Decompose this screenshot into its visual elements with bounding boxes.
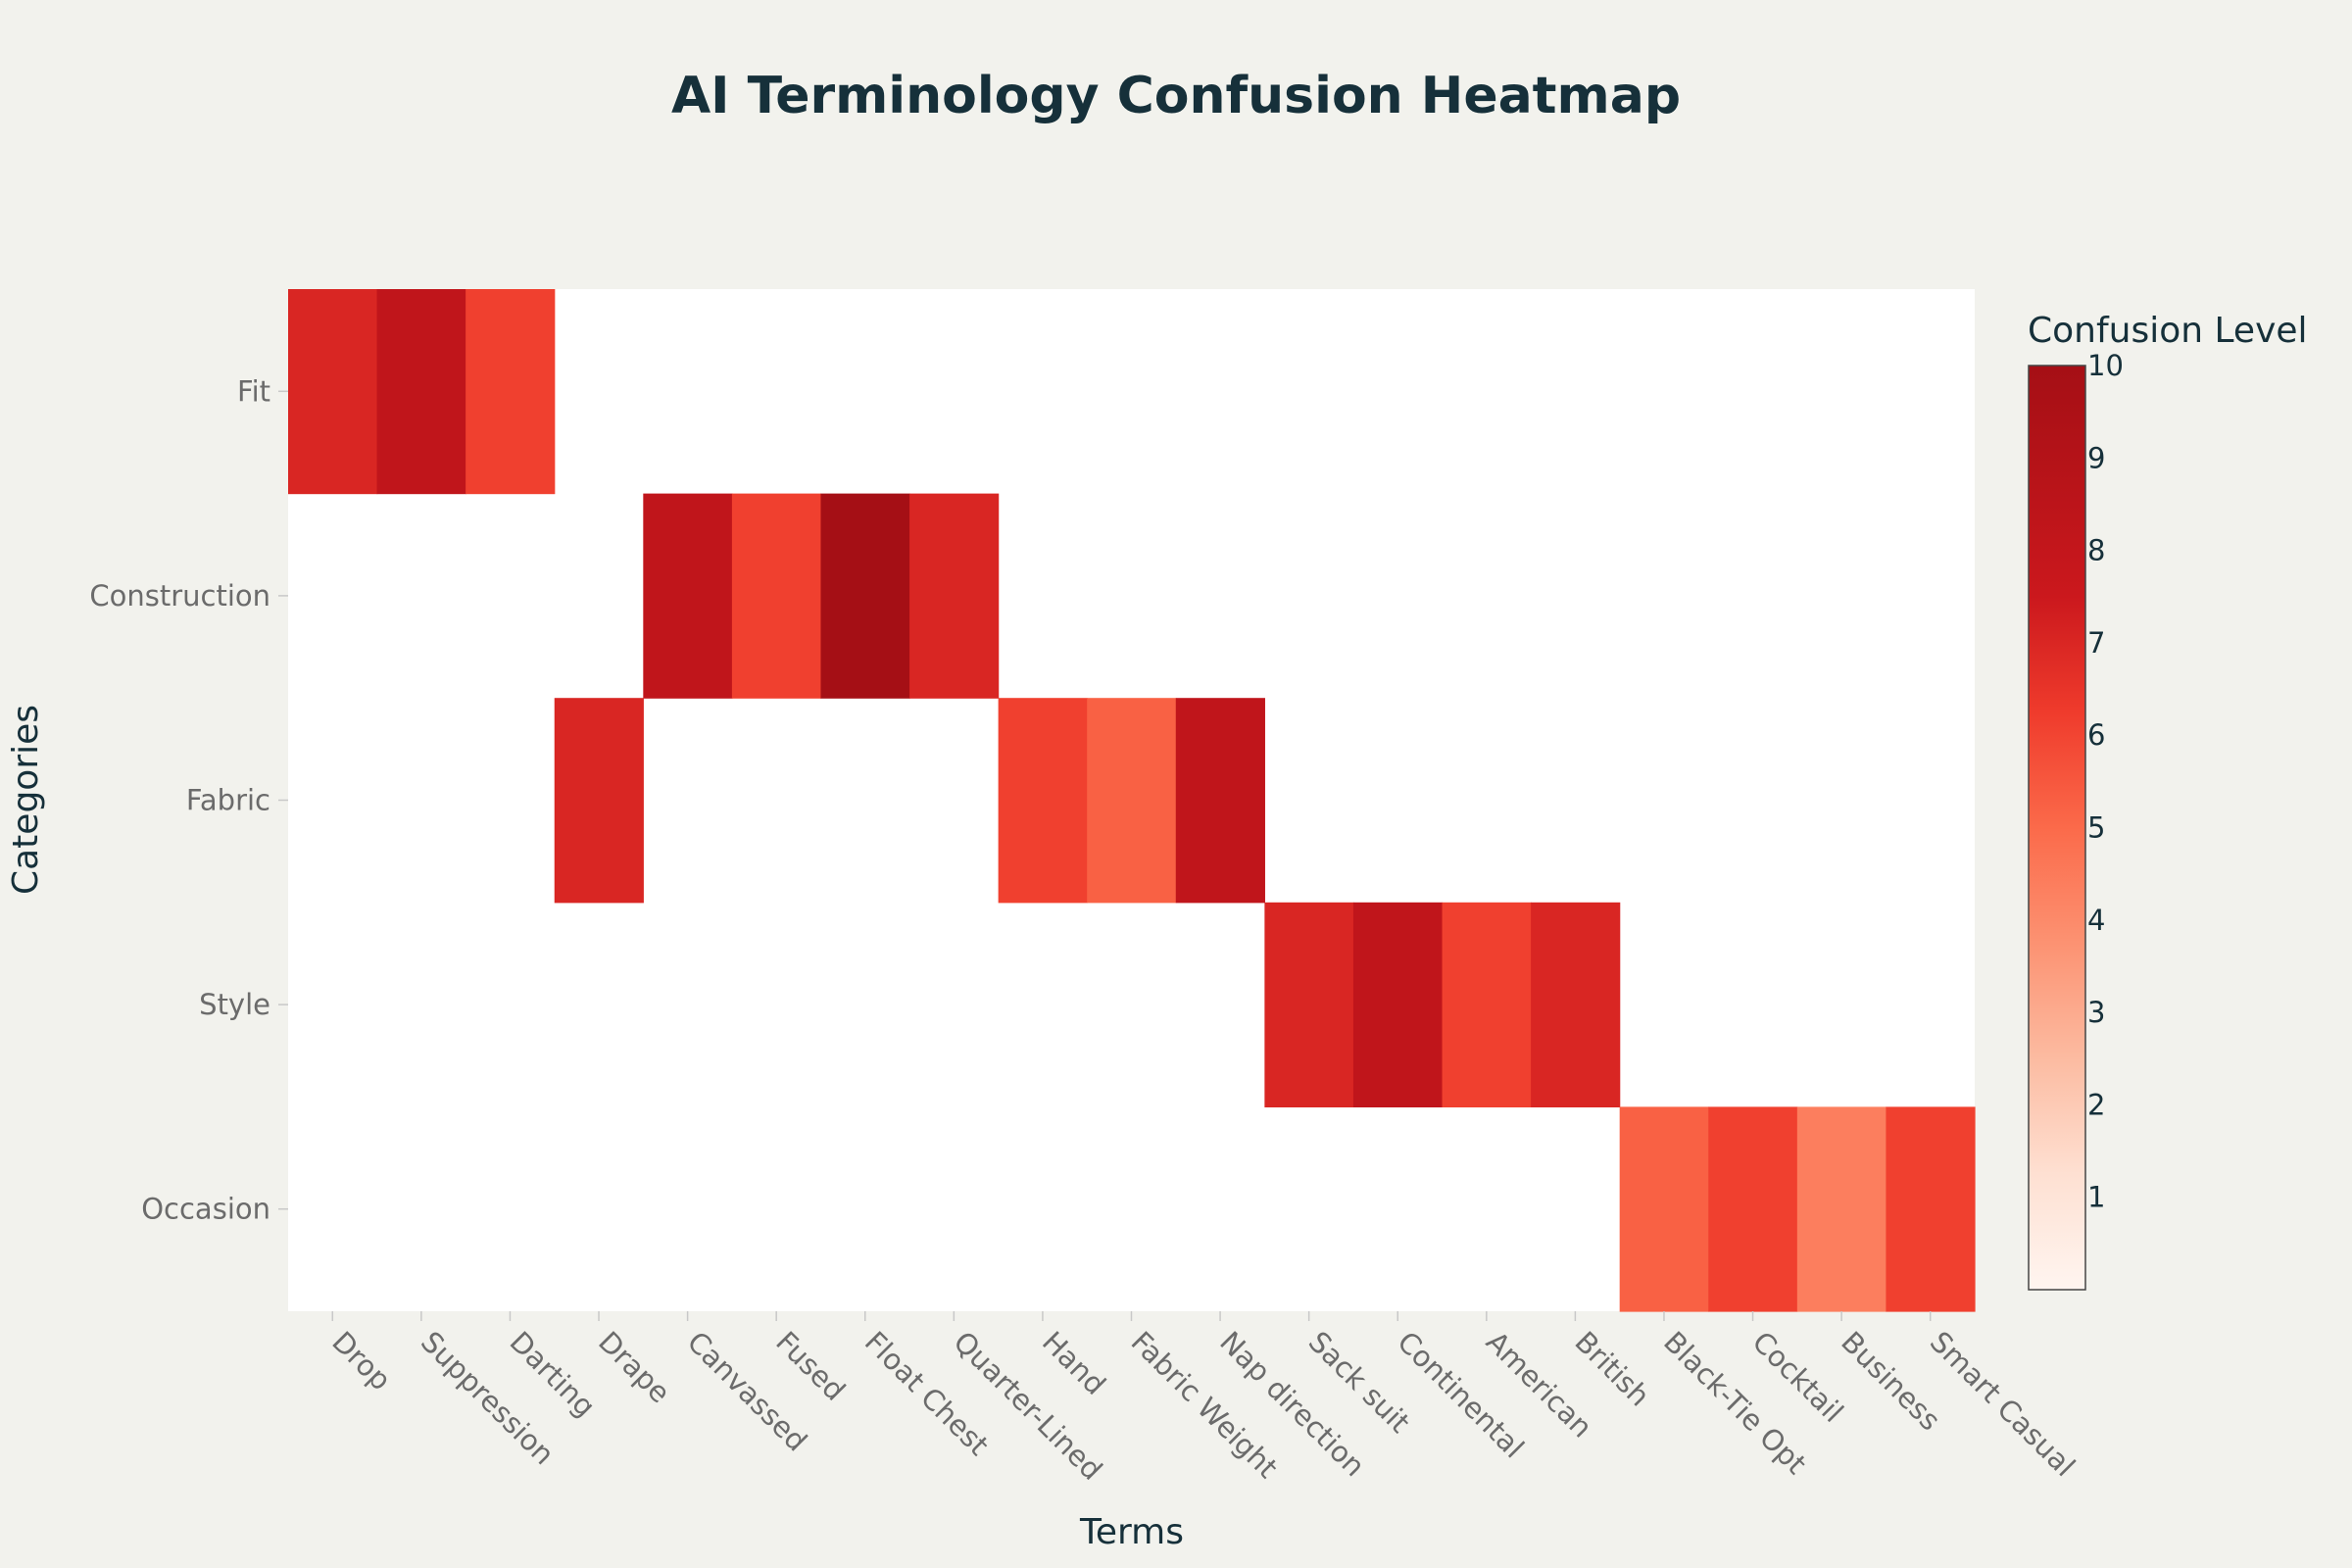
heatmap-cell-style-british xyxy=(1531,902,1621,1107)
y-tick-label: Occasion xyxy=(141,1193,270,1226)
x-tick-label: Fused xyxy=(769,1325,852,1407)
colorbar-tick-label: 7 xyxy=(2087,626,2105,660)
y-axis-ticks: Fit Construction Fabric Style Occasion xyxy=(89,374,288,1226)
colorbar-ticks: 1 2 3 4 5 6 7 8 9 10 xyxy=(2087,349,2124,1214)
y-tick-label: Fabric xyxy=(186,784,270,817)
y-tick-label: Style xyxy=(199,988,270,1021)
heatmap-cell-style-continental xyxy=(1352,902,1444,1107)
x-tick-label: British xyxy=(1568,1325,1656,1413)
heatmap-cell-style-american xyxy=(1442,902,1532,1107)
colorbar xyxy=(2028,365,2086,1291)
heatmap-cell-occasion-black-tie-opt xyxy=(1619,1106,1709,1312)
colorbar-tick-label: 9 xyxy=(2087,441,2105,474)
colorbar-title: Confusion Level xyxy=(2028,311,2308,351)
heatmap-cell-fabric-fabric-weight xyxy=(1087,698,1177,904)
heatmap-cell-fit-suppression xyxy=(376,289,466,495)
heatmap-cell-construction-fused xyxy=(731,493,822,699)
x-tick-label: Hand xyxy=(1036,1325,1112,1401)
heatmap-cell-fabric-nap-direction xyxy=(1175,698,1265,904)
heatmap-cell-fit-drop xyxy=(288,289,378,495)
heatmap-cell-construction-canvassed xyxy=(643,493,733,699)
heatmap-cell-occasion-cocktail xyxy=(1708,1106,1798,1312)
heatmap-cell-fabric-hand xyxy=(998,698,1088,904)
heatmap-cell-occasion-smart-casual xyxy=(1886,1106,1976,1312)
y-axis-title: Categories xyxy=(6,705,46,895)
colorbar-tick-label: 8 xyxy=(2087,534,2105,567)
colorbar-tick-label: 4 xyxy=(2087,904,2105,937)
heatmap-cells xyxy=(288,289,1976,1312)
heatmap-cell-fit-darting xyxy=(466,289,556,495)
heatmap-cell-style-sack-suit xyxy=(1264,902,1354,1107)
x-tick-label: Drape xyxy=(592,1325,676,1409)
y-tick-label: Fit xyxy=(237,374,270,408)
x-tick-label: Smart Casual xyxy=(1924,1325,2082,1483)
chart-title: AI Terminology Confusion Heatmap xyxy=(671,67,1681,125)
heatmap-cell-fabric-drape xyxy=(554,698,644,904)
x-tick-label: Drop xyxy=(325,1325,397,1396)
x-axis-title: Terms xyxy=(1079,1512,1184,1552)
colorbar-tick-label: 10 xyxy=(2087,349,2124,382)
colorbar-tick-label: 2 xyxy=(2087,1088,2105,1121)
heatmap-cell-occasion-business xyxy=(1796,1106,1887,1312)
heatmap-cell-construction-float-chest xyxy=(820,493,910,699)
y-tick-label: Construction xyxy=(89,579,270,612)
heatmap-cell-construction-quarter-lined xyxy=(909,493,1000,699)
colorbar-tick-label: 1 xyxy=(2087,1181,2105,1214)
colorbar-tick-label: 6 xyxy=(2087,718,2105,752)
colorbar-tick-label: 3 xyxy=(2087,996,2105,1029)
colorbar-tick-label: 5 xyxy=(2087,811,2105,845)
